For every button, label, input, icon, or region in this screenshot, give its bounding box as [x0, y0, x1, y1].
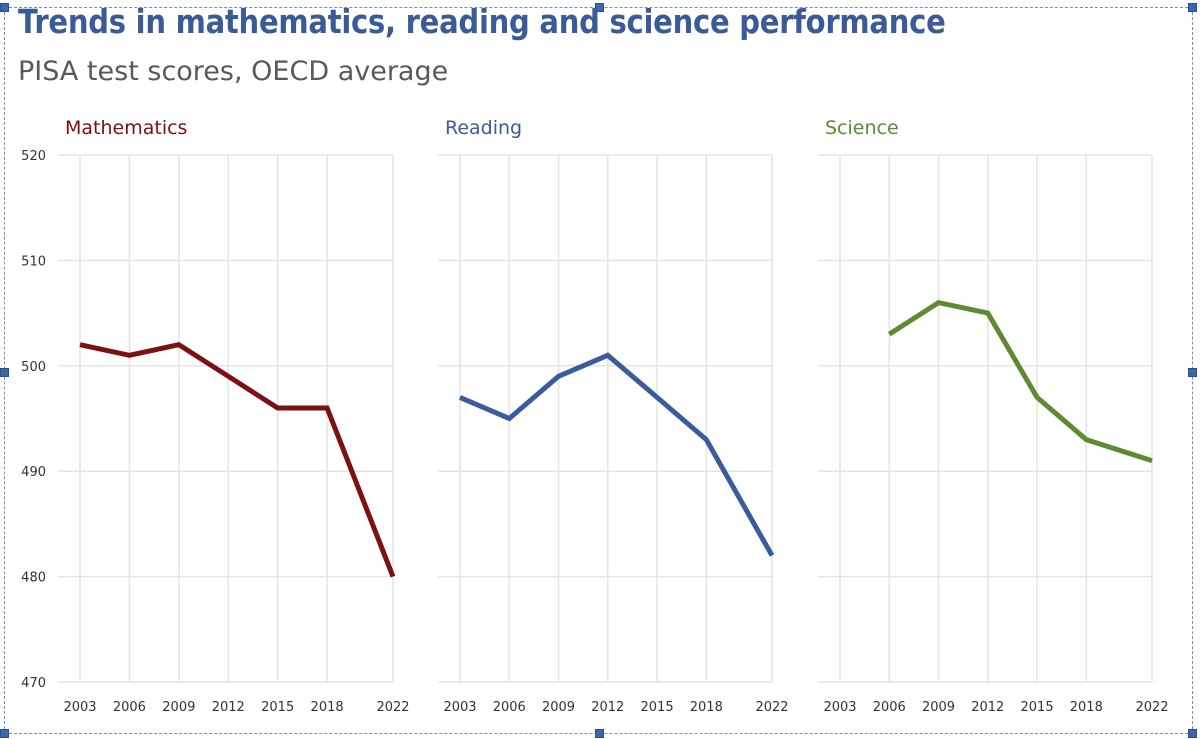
chart-subtitle: PISA test scores, OECD average	[18, 56, 449, 87]
resize-handle-top-right[interactable]	[1188, 3, 1197, 12]
resize-handle-top-middle[interactable]	[595, 3, 604, 12]
panel-title-reading: Reading	[445, 117, 522, 139]
x-tick-label-science-2022: 2022	[1135, 700, 1168, 715]
x-tick-label-science-2006: 2006	[873, 700, 906, 715]
y-tick-label-470: 470	[21, 676, 46, 691]
series-line-reading	[459, 352, 775, 557]
x-tick-label-mathematics-2018: 2018	[311, 700, 344, 715]
x-tick-label-mathematics-2006: 2006	[113, 700, 146, 715]
panel-title-mathematics: Mathematics	[65, 117, 187, 139]
series-line-mathematics	[79, 342, 396, 578]
resize-handle-middle-right[interactable]	[1188, 368, 1197, 377]
x-tick-label-reading-2018: 2018	[690, 700, 723, 715]
x-tick-label-science-2009: 2009	[922, 700, 955, 715]
y-tick-label-500: 500	[21, 360, 46, 375]
x-tick-label-mathematics-2022: 2022	[376, 700, 409, 715]
chart-title: Trends in mathematics, reading and scien…	[18, 2, 946, 41]
resize-handle-top-left[interactable]	[0, 3, 9, 12]
x-tick-label-reading-2006: 2006	[493, 700, 526, 715]
panel-mathematics: 2003 2006 2009 2012 2015 2018 2022 Mathematics	[58, 117, 410, 715]
x-tick-label-mathematics-2009: 2009	[162, 700, 195, 715]
x-tick-label-reading-2015: 2015	[641, 700, 674, 715]
x-tick-label-reading-2003: 2003	[443, 700, 476, 715]
x-tick-label-reading-2012: 2012	[591, 700, 624, 715]
y-tick-label-480: 480	[21, 571, 46, 586]
resize-handle-bottom-middle[interactable]	[595, 729, 604, 738]
panel-reading: 2003 2006 2009 2012 2015 2018 2022 Reading	[438, 117, 789, 715]
panel-title-science: Science	[825, 117, 899, 139]
x-tick-label-mathematics-2015: 2015	[261, 700, 294, 715]
series-line-science	[887, 299, 1153, 464]
resize-handle-middle-left[interactable]	[0, 368, 9, 377]
x-tick-label-reading-2022: 2022	[755, 700, 788, 715]
chart-frame	[0, 3, 1197, 738]
panel-science: 2003 2006 2009 2012 2015 2018 2022 Science	[818, 117, 1169, 715]
x-tick-label-science-2018: 2018	[1070, 700, 1103, 715]
x-tick-label-mathematics-2003: 2003	[63, 700, 96, 715]
resize-handle-bottom-right[interactable]	[1188, 729, 1197, 738]
x-tick-label-mathematics-2012: 2012	[212, 700, 245, 715]
x-tick-label-reading-2009: 2009	[542, 700, 575, 715]
y-tick-label-510: 510	[21, 254, 46, 269]
x-tick-label-science-2015: 2015	[1021, 700, 1054, 715]
x-tick-label-science-2012: 2012	[971, 700, 1004, 715]
x-tick-label-science-2003: 2003	[823, 700, 856, 715]
y-tick-label-520: 520	[21, 149, 46, 164]
resize-handle-bottom-left[interactable]	[0, 729, 9, 738]
y-tick-label-490: 490	[21, 465, 46, 480]
